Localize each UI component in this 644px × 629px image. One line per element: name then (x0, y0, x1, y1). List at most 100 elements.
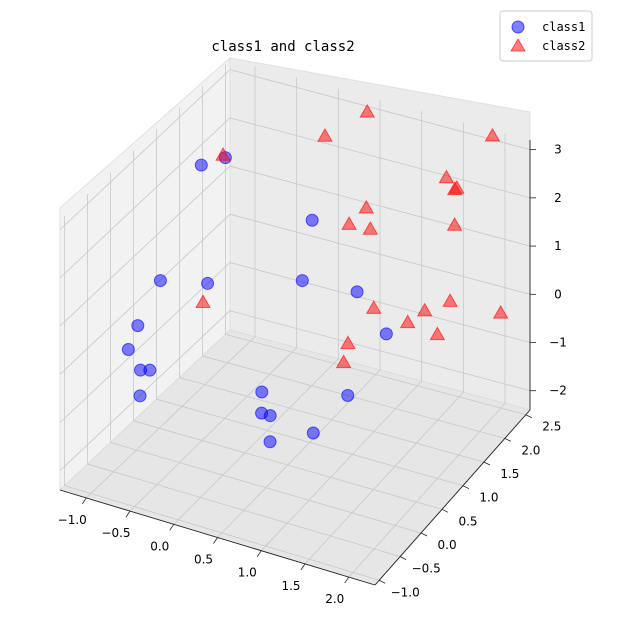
class1-point (350, 285, 364, 299)
class1-point (295, 274, 309, 288)
z-gridline (229, 69, 531, 151)
axis-lines (59, 140, 536, 586)
class2-point (335, 354, 352, 369)
x-gridline (260, 380, 422, 551)
class1-point (133, 389, 147, 403)
y-gridline (225, 333, 526, 416)
z-tick-label: 1 (554, 239, 562, 253)
x-tick-label: −0.5 (101, 526, 130, 540)
class2-point (341, 216, 357, 230)
z-tick-label: −1 (549, 336, 567, 350)
y-gridline (133, 420, 443, 510)
class1-point (305, 213, 319, 227)
class2-point (448, 179, 465, 194)
y-tick-label: 1.0 (479, 491, 498, 505)
x-tick-label: 0.0 (150, 539, 169, 553)
y-tick-mark (399, 556, 407, 560)
x-gridline (173, 358, 339, 525)
y-tick-label: 1.5 (500, 467, 519, 481)
y-tick-label: 0.5 (458, 514, 477, 528)
class1-point (306, 426, 320, 440)
class1-point (341, 388, 355, 402)
tick-labels: −1.0−0.50.00.51.01.52.0 −1.0−0.50.00.51.0… (58, 143, 567, 606)
x-tick-mark (213, 537, 218, 544)
z-gridline (229, 310, 531, 392)
x-tick-label: −1.0 (58, 513, 87, 527)
chart-title: class1 and class2 (211, 39, 354, 55)
z-gridline (59, 310, 231, 472)
legend-label-class2: class2 (542, 39, 585, 53)
class1-point (379, 327, 393, 341)
z-gridline (229, 213, 531, 295)
y-tick-mark (420, 532, 428, 537)
y-tick-label: −0.5 (412, 562, 441, 576)
class2-point (442, 293, 458, 307)
class2-point (359, 103, 376, 118)
y-tick-label: 0.0 (438, 538, 457, 552)
class2-point (362, 221, 379, 235)
z-tick-label: 3 (554, 143, 562, 157)
x-tick-mark (169, 524, 175, 531)
z-gridline (229, 165, 531, 247)
y-gridline (156, 398, 464, 487)
class2-point (438, 169, 455, 184)
class1-point (121, 342, 135, 356)
class2-point (492, 304, 509, 319)
y-tick-mark (525, 414, 532, 419)
z-gridline (59, 69, 231, 230)
class2-point (358, 199, 375, 214)
z-tick-label: 2 (554, 191, 562, 205)
z-gridline (59, 213, 231, 375)
legend: class1 class2 (499, 10, 593, 62)
y-gridline (64, 485, 380, 581)
legend-label-class1: class1 (542, 20, 585, 34)
z-gridline (229, 262, 531, 343)
class1-point (153, 274, 167, 288)
class1-point (263, 409, 277, 423)
x-gridline (348, 403, 506, 578)
x-tick-label: 1.0 (238, 566, 257, 580)
x-tick-label: 1.5 (281, 579, 300, 593)
legend-marker-class2 (510, 38, 526, 52)
y-axis-line (374, 409, 531, 586)
x-gridline (85, 336, 256, 499)
y-tick-mark (441, 508, 449, 513)
class1-point (263, 435, 277, 449)
class2-point (416, 302, 433, 317)
class1-point (131, 319, 145, 333)
data-points (121, 103, 509, 449)
x-tick-mark (81, 497, 87, 505)
class2-point (317, 128, 333, 142)
y-gridline (87, 463, 401, 558)
class1-point (255, 385, 269, 399)
z-gridline (59, 165, 231, 327)
class1-point (201, 276, 215, 290)
y-tick-mark (483, 461, 491, 466)
y-tick-label: 2.0 (521, 443, 540, 457)
x-tick-mark (344, 576, 350, 584)
z-gridline (59, 262, 231, 423)
y-tick-mark (462, 485, 470, 490)
y-tick-label: −1.0 (391, 585, 420, 599)
class2-point (340, 335, 356, 350)
legend-marker-class1 (511, 20, 525, 34)
x-tick-mark (256, 550, 262, 557)
class2-point (195, 294, 211, 309)
class2-point (446, 217, 463, 231)
x-gridline (129, 347, 297, 512)
class2-point (429, 326, 446, 341)
class2-point (215, 147, 231, 161)
class1-point (194, 158, 208, 172)
y-tick-label: 2.5 (542, 420, 561, 434)
class2-point (484, 127, 501, 142)
grid-lines (59, 64, 531, 581)
y-tick-mark (379, 579, 386, 584)
z-tick-label: 0 (554, 287, 562, 301)
y-gridline (179, 377, 485, 463)
x-tick-mark (300, 563, 306, 571)
y-gridline (110, 442, 422, 534)
z-gridline (59, 117, 231, 279)
class1-point (133, 363, 147, 377)
z-gridline (229, 117, 531, 199)
x-gridline (304, 391, 464, 565)
